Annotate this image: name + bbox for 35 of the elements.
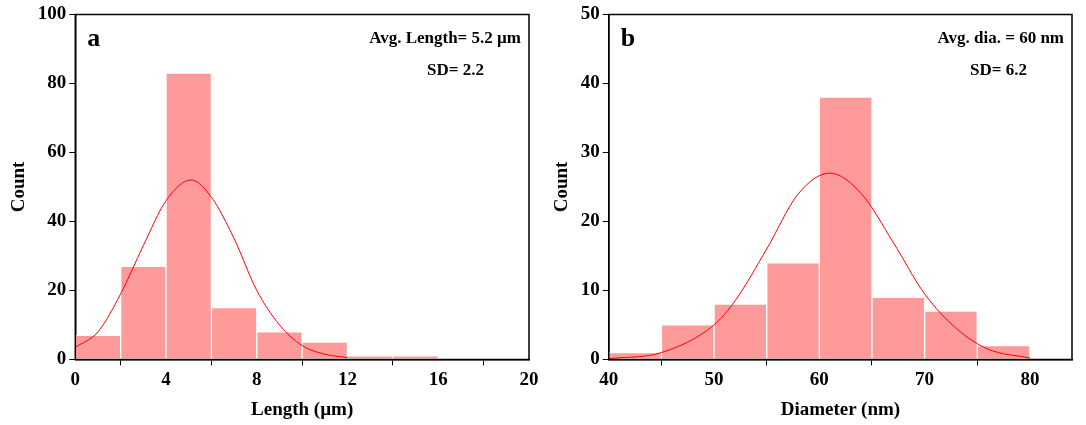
y-tick-label: 20: [580, 209, 600, 231]
y-tick-label: 40: [47, 209, 67, 231]
x-tick-label: 60: [809, 367, 829, 389]
y-tick-label: 0: [56, 347, 67, 369]
y-tick-label: 10: [580, 278, 600, 300]
y-tick-label: 100: [37, 2, 67, 24]
y-tick-label: 20: [47, 278, 67, 300]
x-axis-title: Diameter (nm): [780, 397, 901, 420]
y-tick-label: 50: [580, 2, 600, 24]
annotation: SD= 2.2: [427, 60, 484, 80]
line-series: [608, 172, 1031, 360]
annotation: b: [620, 23, 636, 53]
x-tick-label: 20: [519, 367, 539, 389]
x-tick-label: 80: [1020, 367, 1040, 389]
y-axis-title: Count: [7, 160, 29, 213]
x-tick-label: 16: [428, 367, 448, 389]
x-tick-label: 40: [599, 367, 619, 389]
annotation: Avg. Length= 5.2 µm: [369, 28, 521, 48]
y-axis-title: Count: [550, 160, 572, 213]
y-tick-label: 30: [580, 140, 600, 162]
x-tick-label: 4: [161, 367, 172, 389]
x-tick-label: 50: [704, 367, 724, 389]
x-tick-label: 70: [915, 367, 935, 389]
annotation: a: [87, 23, 101, 53]
y-tick-label: 0: [590, 347, 600, 369]
annotation: Avg. dia. = 60 nm: [937, 28, 1064, 48]
annotation: SD= 6.2: [970, 60, 1027, 80]
y-tick-label: 60: [47, 140, 67, 162]
x-tick-label: 12: [338, 367, 358, 389]
y-tick-label: 80: [47, 71, 67, 93]
line-series: [75, 179, 349, 359]
y-tick-label: 40: [580, 71, 600, 93]
x-tick-label: 8: [252, 367, 262, 389]
x-axis-title: Length (µm): [251, 397, 354, 420]
x-tick-label: 0: [70, 367, 81, 389]
